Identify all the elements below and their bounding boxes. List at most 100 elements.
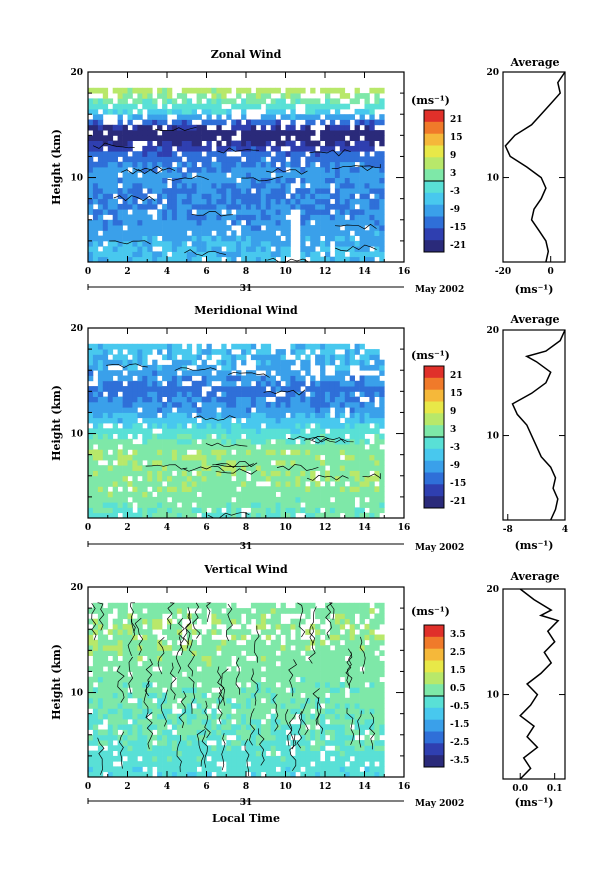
heatmap-cell bbox=[246, 240, 252, 247]
heatmap-cell bbox=[246, 613, 252, 620]
heatmap-cell bbox=[162, 666, 168, 672]
heatmap-cell bbox=[186, 145, 193, 152]
heatmap-cell bbox=[181, 151, 188, 157]
heatmap-cell bbox=[88, 459, 94, 466]
heatmap-cell bbox=[152, 481, 158, 487]
heatmap-cell bbox=[157, 240, 163, 247]
heatmap-cell bbox=[132, 177, 138, 184]
heatmap-cell bbox=[117, 623, 123, 630]
heatmap-cell bbox=[181, 375, 188, 382]
heatmap-cell bbox=[260, 386, 267, 392]
heatmap-cell bbox=[97, 433, 104, 440]
heatmap-cell bbox=[137, 602, 143, 609]
heatmap-cell bbox=[226, 708, 232, 715]
heatmap-cell bbox=[191, 708, 197, 715]
heatmap-cell bbox=[92, 676, 99, 683]
heatmap-cell bbox=[201, 655, 207, 662]
heatmap-cell bbox=[171, 225, 178, 231]
heatmap-cell bbox=[270, 740, 276, 746]
heatmap-cell bbox=[176, 602, 183, 609]
heatmap-cell bbox=[250, 103, 257, 110]
heatmap-cell bbox=[201, 103, 207, 110]
heatmap-cell bbox=[379, 203, 385, 210]
heatmap-cell bbox=[310, 225, 316, 231]
heatmap-cell bbox=[157, 193, 163, 200]
heatmap-cell bbox=[112, 507, 118, 514]
heatmap-cell bbox=[92, 354, 99, 361]
heatmap-cell bbox=[369, 188, 375, 194]
heatmap-cell bbox=[167, 623, 173, 630]
x-tick-label: 4 bbox=[164, 267, 170, 277]
heatmap-cell bbox=[152, 454, 158, 461]
heatmap-cell bbox=[364, 203, 370, 210]
heatmap-cell bbox=[107, 124, 114, 131]
heatmap-cell bbox=[107, 359, 114, 366]
heatmap-cell bbox=[255, 407, 262, 413]
heatmap-cell bbox=[270, 692, 276, 699]
heatmap-cell bbox=[132, 491, 138, 498]
heatmap-cell bbox=[285, 623, 291, 630]
heatmap-cell bbox=[206, 417, 212, 424]
heatmap-cell bbox=[285, 465, 291, 471]
heatmap-cell bbox=[329, 444, 336, 450]
heatmap-cell bbox=[339, 391, 346, 397]
heatmap-cell bbox=[295, 692, 301, 699]
heatmap-cell bbox=[221, 491, 227, 498]
heatmap-cell bbox=[122, 692, 128, 699]
heatmap-cell bbox=[127, 396, 133, 403]
heatmap-cell bbox=[176, 396, 183, 403]
heatmap-cell bbox=[206, 428, 212, 434]
heatmap-cell bbox=[196, 167, 202, 173]
heatmap-cell bbox=[339, 145, 346, 152]
heatmap-cell bbox=[295, 697, 301, 704]
heatmap-cell bbox=[359, 486, 365, 492]
heatmap-cell bbox=[246, 140, 252, 147]
heatmap-cell bbox=[112, 177, 118, 184]
heatmap-cell bbox=[92, 496, 99, 503]
colorbar-swatch bbox=[424, 157, 444, 170]
heatmap-cell bbox=[132, 87, 138, 94]
heatmap-cell bbox=[315, 438, 321, 445]
heatmap-cell bbox=[122, 343, 128, 350]
heatmap-cell bbox=[162, 771, 168, 778]
heatmap-cell bbox=[196, 246, 202, 252]
heatmap-cell bbox=[334, 140, 341, 147]
heatmap-cell bbox=[280, 240, 286, 247]
x-tick-label: 10 bbox=[279, 523, 292, 533]
heatmap-cell bbox=[122, 364, 128, 371]
heatmap-cell bbox=[255, 454, 262, 461]
heatmap-cell bbox=[364, 140, 370, 147]
heatmap-cell bbox=[112, 380, 118, 387]
heatmap-cell bbox=[250, 761, 257, 767]
heatmap-cell bbox=[241, 396, 247, 403]
heatmap-cell bbox=[206, 156, 212, 163]
heatmap-cell bbox=[305, 660, 311, 667]
profile-y-tick-label: 20 bbox=[486, 326, 499, 336]
heatmap-cell bbox=[88, 235, 94, 242]
heatmap-cell bbox=[206, 676, 212, 683]
heatmap-cell bbox=[300, 496, 306, 503]
heatmap-cell bbox=[167, 380, 173, 387]
heatmap-cell bbox=[162, 475, 168, 482]
heatmap-cell bbox=[305, 225, 311, 231]
heatmap-cell bbox=[226, 256, 232, 263]
heatmap-cell bbox=[167, 230, 173, 236]
profile-title: Average bbox=[509, 313, 559, 326]
heatmap-cell bbox=[127, 140, 133, 147]
heatmap-cell bbox=[102, 177, 109, 184]
heatmap-cell bbox=[290, 407, 296, 413]
heatmap-cell bbox=[285, 718, 291, 725]
heatmap-cell bbox=[97, 475, 104, 482]
heatmap-cell bbox=[97, 380, 104, 387]
heatmap-cell bbox=[344, 465, 351, 471]
heatmap-cell bbox=[176, 235, 183, 242]
heatmap-cell bbox=[374, 246, 380, 252]
heatmap-cell bbox=[171, 214, 178, 221]
heatmap-cell bbox=[211, 750, 217, 757]
heatmap-cell bbox=[206, 491, 212, 498]
heatmap-cell bbox=[171, 766, 178, 773]
heatmap-cell bbox=[334, 370, 341, 376]
heatmap-cell bbox=[285, 219, 291, 226]
heatmap-cell bbox=[167, 740, 173, 746]
heatmap-cell bbox=[171, 444, 178, 450]
